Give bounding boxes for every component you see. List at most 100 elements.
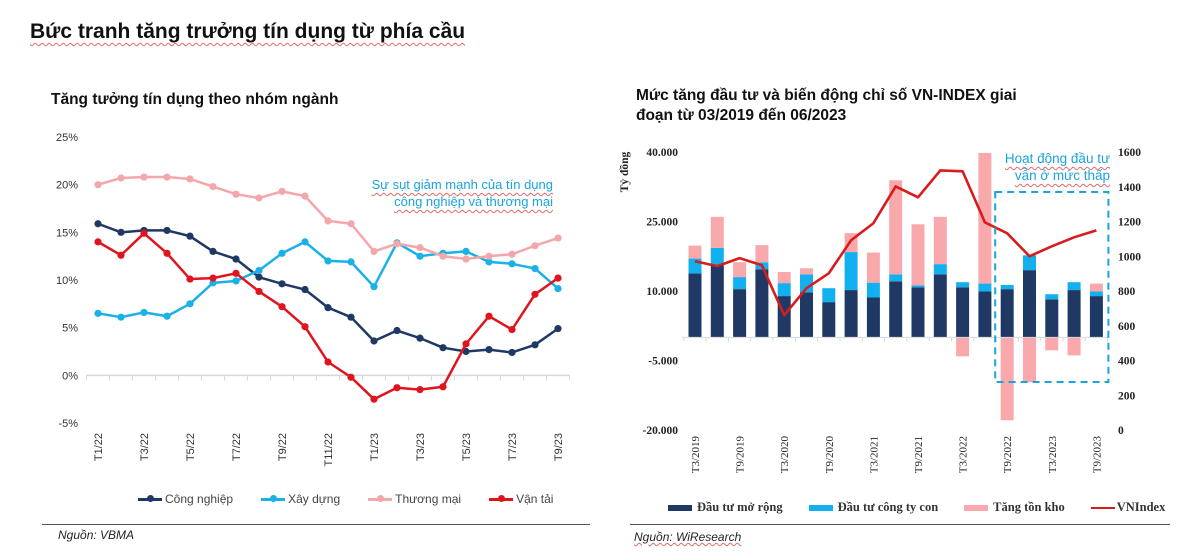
data-point (232, 277, 240, 285)
data-point (508, 250, 516, 258)
data-point (209, 247, 217, 255)
bar-segment-1 (688, 258, 702, 274)
series-line-0 (97, 222, 559, 354)
data-point (531, 264, 539, 273)
bar-segment-2 (889, 180, 903, 275)
data-point (416, 243, 424, 252)
x-tick-label: T9/2022 (1002, 436, 1014, 473)
x-tick-label: T5/22 (185, 433, 197, 461)
right-bar-line-chart: Tỷ đồng 40.000 25.000 10.000 -5.000 -20.000 16… (618, 147, 1141, 474)
x-tick-label: T1/22 (93, 433, 105, 461)
data-point (554, 234, 562, 242)
data-point (117, 174, 125, 182)
legend-line-van-tai (489, 495, 514, 502)
data-point (347, 373, 355, 381)
legend-item-xay-dung: Xây dựng (261, 492, 340, 506)
x-tick-label: T3/2020 (779, 436, 791, 474)
bar-segment-0 (755, 269, 769, 338)
data-point (462, 340, 470, 348)
data-point (439, 252, 447, 260)
left-legend: Công nghiệp Xây dựng Thương mại Vận tải (138, 492, 581, 506)
bar-segment-2 (866, 252, 880, 283)
legend-label-xay-dung: Xây dựng (288, 492, 341, 506)
y2-tick-label: 1000 (1118, 251, 1141, 263)
bar-segment-0 (933, 274, 947, 338)
y-tick-label: 10% (56, 275, 78, 287)
right-annotation-line1: Hoạt động đầu tư (1004, 151, 1110, 166)
x-tick-label: T3/2022 (958, 436, 970, 473)
bar-segment-1 (1045, 294, 1059, 300)
bar-segment-0 (1023, 270, 1036, 338)
data-point (416, 334, 424, 342)
data-point (531, 242, 539, 250)
data-point (370, 247, 378, 255)
y-tick-label: 15% (56, 227, 78, 239)
data-point (94, 181, 102, 189)
data-point (117, 313, 125, 321)
bar-segment-1 (978, 283, 992, 292)
data-point (278, 187, 286, 195)
x-tick-label: T5/23 (461, 433, 473, 461)
data-point (255, 194, 263, 202)
data-point (94, 238, 102, 246)
data-point (554, 325, 562, 333)
bar-segment-0 (733, 289, 747, 338)
y-tick-label: 10.000 (646, 286, 678, 298)
y-tick-label: 25.000 (646, 217, 678, 229)
bar-segment-1 (800, 274, 813, 293)
bar-segment-2 (688, 245, 702, 259)
x-tick-label: T9/2021 (913, 436, 925, 473)
legend-label-cong-nghiep: Công nghiệp (165, 492, 234, 506)
legend-item-dau-tu-cong-ty-con: Đầu tư công ty con (808, 500, 939, 515)
legend-swatch-tang-ton-kho (964, 504, 989, 511)
right-annotation-line2: vẫn ở mức thấp (1014, 168, 1110, 183)
x-tick-label: T3/2021 (868, 436, 880, 473)
bar-segment-2 (1045, 337, 1059, 351)
legend-label-tang-ton-kho: Tăng tồn kho (993, 500, 1065, 514)
data-point (186, 275, 194, 283)
bar-segment-0 (1045, 299, 1059, 338)
y-tick-label: 20% (56, 180, 78, 192)
bar-segment-1 (733, 277, 747, 290)
bar-segment-1 (911, 285, 925, 288)
data-point (439, 344, 447, 352)
legend-label-vnindex: VNIndex (1116, 500, 1166, 514)
bar-segment-2 (733, 262, 747, 278)
data-point (554, 274, 562, 282)
data-point (485, 345, 493, 354)
legend-label-thuong-mai: Thương mại (395, 492, 462, 506)
bar-segment-0 (710, 265, 724, 338)
data-point (324, 217, 332, 225)
data-point (163, 249, 171, 257)
data-point (301, 192, 309, 200)
bar-segment-2 (1023, 337, 1036, 383)
bar-segment-2 (1000, 337, 1014, 421)
y-tick-label: -5% (58, 418, 78, 430)
data-point (301, 285, 309, 294)
y-tick-label: -20.000 (643, 425, 679, 437)
left-source: Nguồn: VBMA (58, 528, 135, 542)
y2-tick-label: 1600 (1118, 147, 1141, 159)
y2-tick-label: 200 (1118, 390, 1136, 402)
data-point (462, 255, 470, 263)
bar-segment-1 (1023, 255, 1036, 271)
legend-swatch-dau-tu-mo-rong (668, 504, 692, 511)
data-point (416, 252, 424, 260)
bar-segment-1 (844, 252, 858, 291)
legend-label-dau-tu-cong-ty-con: Đầu tư công ty con (837, 500, 939, 514)
x-tick-label: T9/2019 (735, 436, 747, 474)
y2-tick-label: 400 (1118, 356, 1136, 368)
y-tick-label: 5% (62, 323, 78, 335)
right-legend: Đầu tư mở rộng Đầu tư công ty con Tăng t… (668, 500, 1165, 515)
bar-segment-1 (956, 282, 970, 288)
legend-line-cong-nghiep (138, 495, 162, 502)
data-point (485, 252, 493, 260)
data-point (462, 247, 470, 255)
data-point (485, 258, 493, 266)
y-tick-label: -5.000 (648, 356, 678, 368)
right-chart-title: Mức tăng đầu tư và biến động chỉ số VN-I… (636, 87, 1017, 124)
data-point (94, 220, 102, 228)
data-point (186, 232, 194, 240)
bar-segment-1 (866, 282, 880, 298)
data-point (347, 258, 355, 266)
